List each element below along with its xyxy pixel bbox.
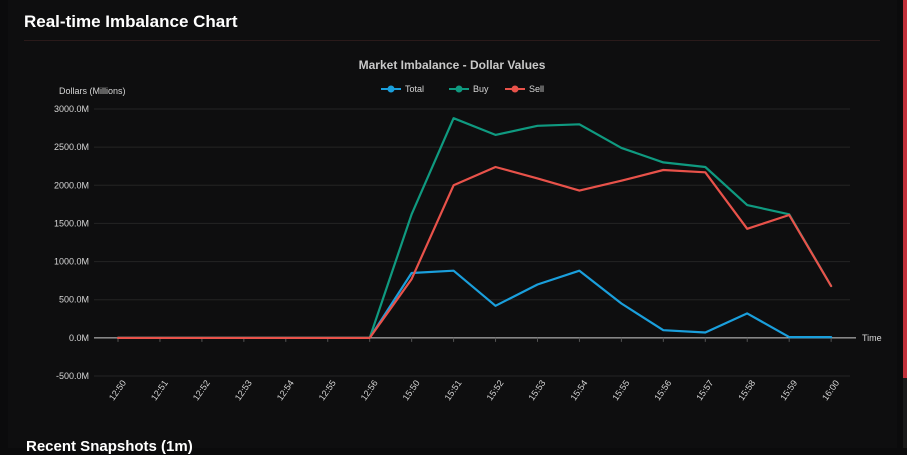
chart-panel: Real-time Imbalance Chart Recent Snapsho… — [8, 0, 897, 455]
x-tick-label: 12:54 — [275, 378, 296, 402]
x-tick-label: 12:51 — [149, 378, 170, 402]
panel-title: Real-time Imbalance Chart — [24, 12, 238, 31]
x-tick-label: 15:57 — [694, 378, 715, 402]
x-tick-label: 15:54 — [568, 378, 589, 402]
x-tick-label: 15:56 — [652, 378, 673, 402]
legend-label-total: Total — [405, 84, 424, 94]
panel-divider — [24, 40, 880, 41]
y-tick-label: 2000.0M — [54, 180, 89, 190]
legend-marker-total — [387, 85, 395, 93]
x-tick-label: 12:52 — [191, 378, 212, 402]
y-tick-label: 1000.0M — [54, 257, 89, 267]
x-tick-label: 15:53 — [526, 378, 547, 402]
series-lines — [116, 117, 833, 339]
series-line-buy — [116, 117, 833, 339]
x-tick-label: 16:00 — [820, 378, 841, 402]
chart-title: Market Imbalance - Dollar Values — [359, 58, 546, 72]
x-tick-label: 15:50 — [401, 378, 422, 402]
x-tick-label: 15:55 — [610, 378, 631, 402]
x-tick-label: 12:53 — [233, 378, 254, 402]
legend-label-buy: Buy — [473, 84, 489, 94]
x-tick-label: 12:50 — [107, 378, 128, 402]
x-tick-label: 15:51 — [443, 378, 464, 402]
legend-marker-sell — [511, 85, 519, 93]
x-tick-label: 15:59 — [778, 378, 799, 402]
series-line-total — [116, 269, 833, 339]
series-line-sell — [116, 165, 833, 339]
scrollbar-lower — [903, 378, 907, 448]
legend: Total Buy Sell — [381, 84, 544, 94]
grid-lines — [94, 108, 850, 377]
legend-marker-buy — [455, 85, 463, 93]
x-axis-label: Time — [862, 333, 882, 343]
y-tick-label: 3000.0M — [54, 104, 89, 114]
y-tick-label: 500.0M — [59, 295, 89, 305]
y-tick-label: 0.0M — [69, 333, 89, 343]
axes: 3000.0M 2500.0M 2000.0M 1500.0M 1000.0M 500.0… — [54, 104, 856, 402]
legend-label-sell: Sell — [529, 84, 544, 94]
x-tick-label: 15:52 — [485, 378, 506, 402]
scrollbar-track[interactable] — [903, 0, 907, 378]
x-tick-label: 15:58 — [736, 378, 757, 402]
x-tick-label: 12:55 — [317, 378, 338, 402]
y-tick-label: 1500.0M — [54, 218, 89, 228]
y-tick-label: 2500.0M — [54, 142, 89, 152]
x-tick-label: 12:56 — [359, 378, 380, 402]
y-tick-label: -500.0M — [56, 371, 89, 381]
y-axis-label: Dollars (Millions) — [59, 86, 126, 96]
